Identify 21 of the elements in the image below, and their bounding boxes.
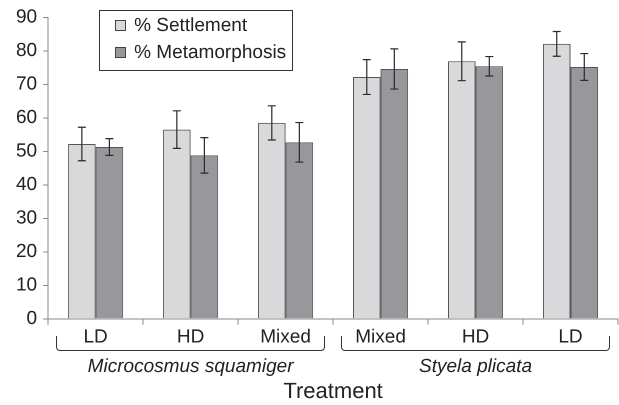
legend-label: % Settlement (134, 14, 248, 38)
y-tick-label: 70 (16, 74, 38, 95)
x-tick-label: HD (462, 326, 490, 348)
y-tick-label: 60 (16, 107, 38, 128)
y-tick-label: 80 (16, 40, 38, 62)
x-tick-label: LD (83, 326, 108, 348)
y-tick-label: 50 (16, 140, 38, 162)
y-tick-label: 0 (26, 308, 38, 330)
x-axis-title: Treatment (283, 378, 383, 403)
x-tick-label: Mixed (260, 326, 311, 348)
x-tick-label: Mixed (355, 326, 406, 348)
y-tick-label: 90 (16, 6, 38, 28)
text: Microcosmus squamiger (88, 356, 294, 378)
legend-label: % Metamorphosis (134, 41, 286, 66)
text: Styela plicata (419, 356, 532, 378)
y-tick-label: 30 (16, 208, 38, 229)
y-tick-label: 10 (16, 274, 38, 296)
y-tick-label: 40 (16, 174, 38, 196)
x-tick-label: LD (558, 326, 583, 348)
y-tick-label: 20 (16, 241, 38, 262)
x-tick-label: HD (176, 326, 204, 348)
